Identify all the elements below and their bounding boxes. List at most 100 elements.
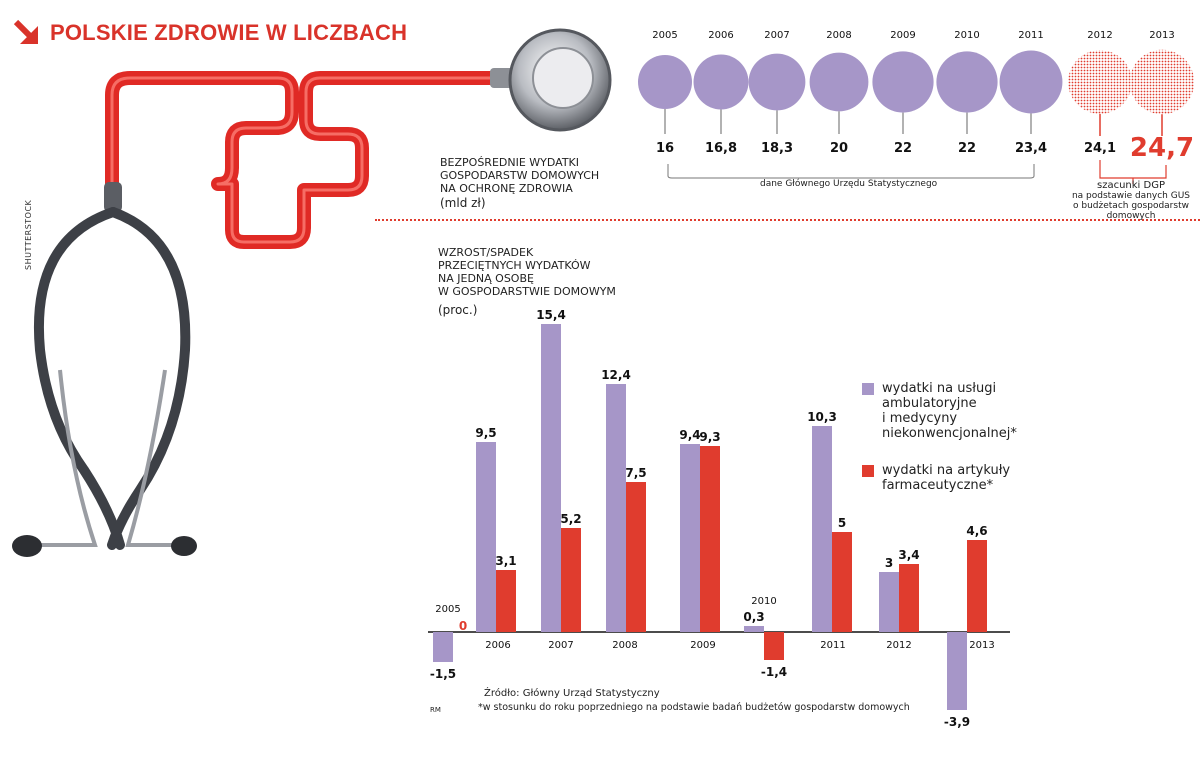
bar-value-label: 9,3	[699, 430, 720, 444]
bubble-year-label: 2012	[1087, 30, 1112, 41]
bar-ambulatory	[879, 572, 899, 632]
top-caption-line: NA OCHRONĘ ZDROWIA	[440, 182, 573, 195]
bubble	[936, 51, 998, 113]
bar-value-label: -3,9	[944, 715, 970, 729]
bar-value-label: 15,4	[536, 308, 566, 322]
bubble-value-label: 23,4	[1015, 141, 1047, 156]
x-tick-label: 2012	[886, 640, 911, 651]
bar-caption-line: PRZECIĘTNYCH WYDATKÓW	[438, 259, 591, 272]
title-group: POLSKIE ZDROWIE W LICZBACH	[12, 18, 407, 48]
x-tick-label: 2006	[485, 640, 510, 651]
bar-caption-line: W GOSPODARSTWIE DOMOWYM	[438, 285, 616, 298]
dgp-note-line: na podstawie danych GUS	[1071, 191, 1191, 201]
bubble-value-label: 16	[656, 141, 674, 156]
author-initials: RM	[430, 706, 441, 714]
gus-bracket	[667, 164, 1035, 179]
section-divider	[375, 219, 1200, 221]
x-tick-label: 2007	[548, 640, 573, 651]
bar-caption-unit: (proc.)	[438, 303, 478, 317]
bar-ambulatory	[541, 324, 561, 632]
bar-ambulatory	[744, 626, 764, 632]
bar-pharma	[626, 482, 646, 632]
bubble-value-label: 16,8	[705, 141, 737, 156]
top-bubble-chart: 2005 16 2006 16,8 2007 18,3 2008 20 2009 22 2010 22…	[638, 30, 1195, 184]
bubble-value-label: 18,3	[761, 141, 793, 156]
bubble-year-label: 2006	[708, 30, 733, 41]
bar-value-label: 10,3	[807, 410, 837, 424]
bar-ambulatory	[812, 426, 832, 632]
legend-label: wydatki na artykuły farmaceutyczne*	[882, 463, 1011, 493]
bar-value-label: 12,4	[601, 368, 631, 382]
legend-label: wydatki na usługi ambulatoryjne i medycy…	[882, 381, 1017, 441]
arrow-down-right-icon	[13, 19, 38, 44]
bubble-year-label: 2011	[1018, 30, 1043, 41]
top-chart-caption: BEZPOŚREDNIE WYDATKI GOSPODARSTW DOMOWYC…	[440, 156, 599, 210]
bar-value-label: 7,5	[625, 466, 646, 480]
bubble	[872, 51, 934, 113]
bar-ambulatory	[606, 384, 626, 632]
bar-value-label: 4,6	[966, 524, 987, 538]
bar-value-label: 9,4	[679, 428, 700, 442]
bubble-estimate	[1129, 49, 1195, 115]
bubble-value-label: 24,1	[1084, 141, 1116, 156]
top-caption-unit: (mld zł)	[440, 196, 486, 210]
top-caption-line: BEZPOŚREDNIE WYDATKI	[440, 156, 580, 169]
bar-value-label: 5,2	[560, 512, 581, 526]
bar-ambulatory	[680, 444, 700, 632]
bubble-year-label: 2013	[1149, 30, 1174, 41]
page-title: POLSKIE ZDROWIE W LICZBACH	[50, 20, 408, 45]
bubble	[693, 54, 749, 110]
x-tick-label: 2010	[751, 596, 776, 607]
bar-value-label: 3,4	[898, 548, 919, 562]
bar-ambulatory	[433, 632, 453, 662]
dgp-note-line: domowych	[1106, 211, 1156, 221]
x-tick-label: 2013	[969, 640, 994, 651]
bar-value-label: 9,5	[475, 426, 496, 440]
bar-pharma	[700, 446, 720, 632]
legend-swatch	[862, 383, 874, 395]
source-note: Źródło: Główny Urząd Statystyczny	[484, 688, 660, 699]
bar-value-label: 0,3	[743, 610, 764, 624]
bubble	[809, 52, 869, 112]
x-tick-label: 2008	[612, 640, 637, 651]
x-tick-label: 2011	[820, 640, 845, 651]
bubble-value-label: 20	[830, 141, 848, 156]
legend-item-ambulatory: wydatki na usługi ambulatoryjne i medycy…	[862, 381, 1017, 441]
bar-pharma	[561, 528, 581, 632]
bar-value-label: -1,4	[761, 665, 787, 679]
bar-value-label: 3,1	[495, 554, 516, 568]
bubble-year-label: 2007	[764, 30, 789, 41]
bar-pharma	[967, 540, 987, 632]
bar-caption-line: NA JEDNĄ OSOBĘ	[438, 272, 534, 285]
bubble-year-label: 2010	[954, 30, 979, 41]
legend-swatch	[862, 465, 874, 477]
bar-pharma	[496, 570, 516, 632]
x-tick-label: 2009	[690, 640, 715, 651]
gus-note: dane Głównego Urzędu Statystycznego	[760, 179, 938, 189]
bubble-value-label: 24,7	[1130, 133, 1194, 163]
dgp-note-line: szacunki DGP	[1097, 180, 1165, 191]
legend-item-pharma: wydatki na artykuły farmaceutyczne*	[862, 463, 1010, 493]
bubble-year-label: 2005	[652, 30, 677, 41]
bar-ambulatory	[476, 442, 496, 632]
bubble-year-label: 2008	[826, 30, 851, 41]
footnote: *w stosunku do roku poprzedniego na pods…	[478, 702, 910, 713]
bar-pharma	[764, 632, 784, 660]
bar-pharma	[899, 564, 919, 632]
bar-chart-caption: WZROST/SPADEK PRZECIĘTNYCH WYDATKÓW NA J…	[438, 246, 616, 317]
bubble	[748, 53, 806, 111]
bubble	[999, 50, 1063, 114]
bar-value-label: 5	[838, 516, 846, 530]
bar-ambulatory	[947, 632, 967, 710]
bubble-estimate	[1068, 50, 1132, 114]
bubble-value-label: 22	[958, 141, 976, 156]
dgp-note-line: o budżetach gospodarstw	[1073, 201, 1189, 211]
bar-pharma	[832, 532, 852, 632]
bubble-year-label: 2009	[890, 30, 915, 41]
x-tick-label: 2005	[435, 604, 460, 615]
top-caption-line: GOSPODARSTW DOMOWYCH	[440, 169, 600, 182]
bar-value-label: 3	[885, 556, 893, 570]
stethoscope-icon	[12, 28, 612, 557]
bubble-value-label: 22	[894, 141, 912, 156]
